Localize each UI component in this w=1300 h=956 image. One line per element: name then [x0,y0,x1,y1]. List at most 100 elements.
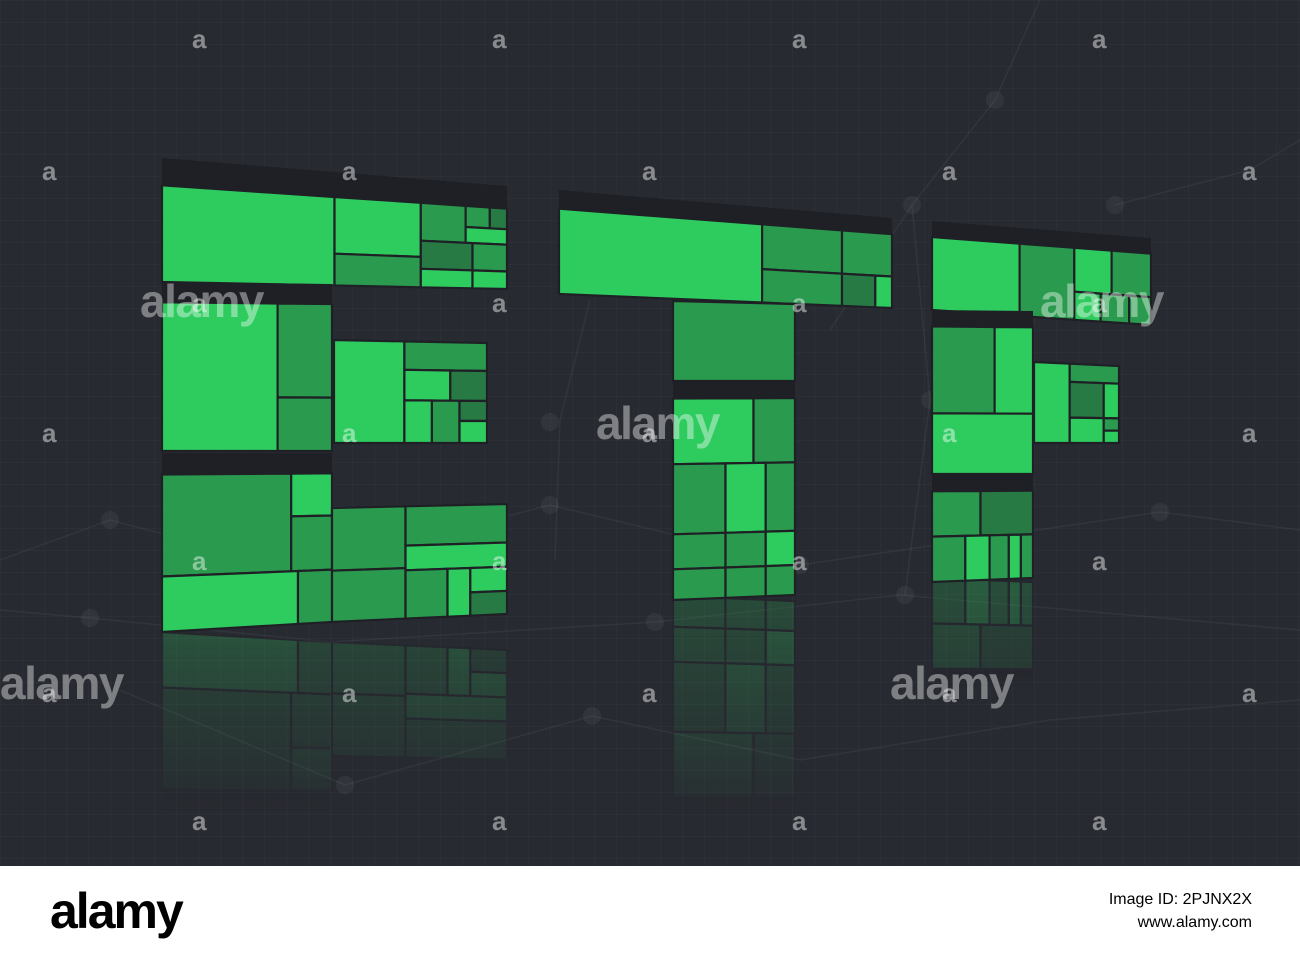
treemap-tile [290,746,334,792]
treemap-tile [764,461,797,533]
watermark-mark: a [942,678,957,708]
treemap-tile [671,594,727,630]
treemap-tile [403,399,433,445]
treemap-tile [930,576,967,626]
treemap-tile [471,269,509,291]
treemap-tile [160,630,300,695]
watermark-logo: alamy [0,657,124,709]
treemap-tile [1102,416,1121,432]
panel-utilities [671,381,797,602]
treemap-tile [671,531,727,571]
footer-url: www.alamy.com [1137,914,1252,931]
treemap-tile [469,670,509,699]
treemap-tile [1102,382,1121,420]
treemap-tile [988,533,1010,581]
treemap-tile [290,514,334,573]
watermark-mark: a [192,288,207,318]
treemap-tile [333,252,422,289]
treemap-tile [1127,294,1153,327]
treemap-tile [874,274,894,310]
treemap-tile [404,567,449,620]
treemap-tile [469,647,509,675]
letters-reflection [160,576,1035,815]
treemap-tile [1068,380,1105,420]
treemap-tile [419,239,474,272]
treemap-tile [764,598,797,633]
treemap-tile [724,596,767,632]
watermark-mark: a [792,288,807,318]
treemap-tile [764,529,797,568]
treemap-tile [458,419,489,445]
treemap-tile [1032,360,1071,445]
treemap-tile [419,201,467,244]
treemap-tile [471,241,509,273]
watermark-mark: a [192,24,207,54]
watermark-mark: a [942,418,957,448]
treemap-tile [464,204,491,230]
watermark-mark: a [642,418,657,448]
treemap-tile [557,207,764,304]
watermark-mark: a [342,418,357,448]
panel-financial-arm [330,502,509,624]
panel-real-estate [930,474,1035,584]
watermark-mark: a [342,156,357,186]
watermark-mark: a [42,418,57,448]
watermark-mark: a [492,546,507,576]
treemap-tile [930,235,1021,318]
treemap-tile [160,569,300,634]
watermark-logo: alamy [140,275,264,327]
image-canvas: a a a a a a a a a a a a a a a a a a a a a a a a a a a a a a a alamy alam… [0,0,1300,866]
panel-consumer-cyclical [557,190,894,310]
treemap-tile [993,325,1035,415]
treemap-tile [330,505,407,572]
treemap-tile [404,502,509,547]
watermark-mark: a [1092,288,1107,318]
treemap-tile [930,534,967,584]
treemap-tile [430,399,461,445]
treemap-tile [764,563,797,598]
treemap-tile [724,461,767,534]
treemap-tile [752,396,797,465]
footer-logo: alamy [50,883,184,939]
panel-financial-arm [330,640,509,762]
treemap-tile [333,195,422,259]
reflection-group [160,630,509,811]
watermark-mark: a [1092,24,1107,54]
footer-bar: alamy Image ID: 2PJNX2X www.alamy.com [0,866,1300,956]
treemap-tile [1007,533,1023,581]
reflection-group [930,576,1035,686]
watermark-mark: a [1242,678,1257,708]
treemap-tile [724,564,767,600]
treemap-tile [760,223,844,275]
watermark-mark: a [42,156,57,186]
panel-financial [160,453,334,634]
treemap-tile [290,691,334,750]
watermark-mark: a [492,288,507,318]
footer-meta: Image ID: 2PJNX2X www.alamy.com [1109,888,1252,934]
watermark-mark: a [942,156,957,186]
treemap-tile [979,489,1035,537]
treemap-tile [1102,429,1121,445]
watermark-mark: a [192,546,207,576]
treemap-tile [458,399,489,423]
watermark-mark: a [1242,156,1257,186]
watermark-logo: alamy [596,397,720,449]
treemap-tile [671,625,727,665]
treemap-tile [160,472,293,578]
footer-image-id: Image ID: 2PJNX2X [1108,891,1252,908]
treemap-tile [930,325,996,415]
treemap-tile [671,566,727,602]
watermark-mark: a [1242,418,1257,448]
treemap-tile [403,368,452,402]
panel-healthcare [160,282,334,453]
treemap-tile [446,566,472,618]
treemap-tile [1019,533,1035,580]
treemap-tile [671,462,727,536]
treemap-tile [724,662,767,735]
panel-utilities [671,594,797,815]
treemap-tile [290,472,334,518]
watermark-logo: alamy [890,657,1014,709]
treemap-tile [930,489,982,538]
treemap-tile [671,660,727,734]
watermark-mark: a [1092,546,1107,576]
